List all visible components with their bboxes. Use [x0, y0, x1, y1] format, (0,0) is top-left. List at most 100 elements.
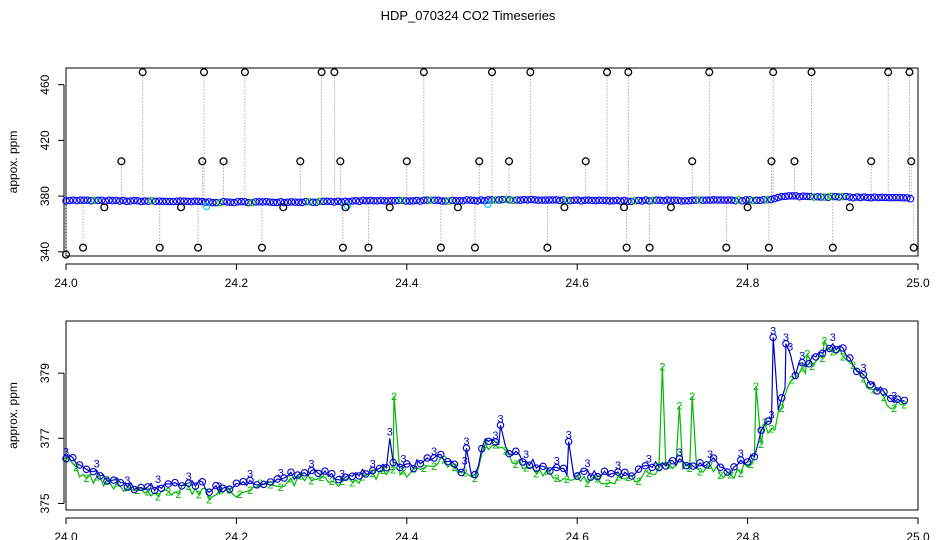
data-point: [581, 196, 589, 204]
series-2-marker: 2: [748, 459, 754, 471]
series-3-point: [478, 444, 486, 453]
data-point: [430, 196, 439, 205]
data-point: [133, 197, 142, 205]
data-point: [649, 196, 657, 205]
data-point: [87, 196, 95, 205]
data-point: [212, 198, 221, 207]
data-point: [402, 197, 410, 205]
data-point: [484, 196, 493, 204]
series-3-point: [627, 472, 636, 480]
x-tick-label: 24.2: [225, 530, 249, 540]
outlier-point: [402, 157, 411, 166]
series-2-marker: 2: [789, 375, 795, 387]
series-2-marker: 2: [605, 478, 611, 490]
series-2-marker: 2: [635, 476, 641, 488]
outlier-point: [338, 243, 347, 252]
data-point: [495, 196, 503, 204]
data-point: [556, 196, 564, 205]
series-3-point: [675, 455, 684, 463]
data-point: [588, 196, 596, 205]
y-tick-label: 379: [38, 363, 52, 383]
data-point: [241, 198, 249, 206]
data-point: [545, 196, 553, 204]
series-3-point: [191, 482, 200, 490]
series-3-line: [65, 337, 905, 495]
series-3-point: [403, 460, 411, 468]
outlier-point: [317, 68, 326, 77]
data-point: [695, 196, 704, 204]
data-point: [262, 197, 271, 206]
data-point: [842, 192, 850, 201]
series-2-marker: 2: [339, 476, 345, 488]
x-tick-label: 24.8: [736, 276, 760, 290]
series-3-point: [782, 340, 790, 348]
data-point: [491, 196, 500, 204]
series-3-point: [82, 465, 91, 474]
data-point: [656, 196, 664, 204]
data-point: [727, 196, 736, 204]
data-point: [688, 196, 696, 205]
data-point: [423, 196, 432, 204]
series-2-marker: 2: [247, 485, 253, 497]
data-point: [892, 193, 900, 202]
series-3-point: [280, 474, 288, 482]
data-point: [405, 197, 414, 205]
outlier-point: [705, 68, 714, 77]
data-point: [459, 196, 467, 205]
data-point: [330, 198, 339, 206]
data-point: [792, 192, 800, 200]
series-3-marker: 3: [186, 471, 192, 483]
series-2-marker: 2: [646, 468, 652, 480]
outlier-point: [487, 68, 497, 77]
series-3-point: [689, 462, 697, 470]
series-3-marker: 3: [860, 363, 866, 375]
series-3-point: [144, 483, 152, 491]
data-point: [663, 196, 671, 204]
series-3-point: [852, 367, 861, 376]
series-3-point: [239, 477, 247, 486]
outlier-point: [61, 250, 71, 259]
series-3-point: [512, 447, 520, 456]
series-3-point: [702, 461, 711, 469]
x-tick-label: 24.2: [225, 276, 249, 290]
outlier-point: [78, 243, 88, 252]
series-2-marker: 2: [390, 465, 396, 477]
data-point: [566, 196, 575, 205]
series-2-marker: 2: [431, 461, 437, 473]
data-point: [885, 193, 893, 202]
series-3-point: [655, 463, 663, 472]
data-point: [137, 197, 145, 206]
data-point: [434, 196, 442, 205]
series-3-marker: 3: [768, 410, 774, 422]
data-point: [541, 196, 550, 204]
series-2-marker: 2: [840, 352, 846, 364]
series-2-marker: 2: [227, 485, 233, 497]
series-2-marker: 2: [659, 362, 665, 374]
data-point: [162, 197, 170, 206]
data-point: [187, 197, 195, 206]
outlier-point: [867, 157, 876, 166]
data-point: [745, 196, 754, 204]
series-2-marker: 2: [298, 471, 304, 483]
data-point: [298, 198, 306, 207]
outlier-point: [764, 243, 773, 252]
data-point: [183, 197, 192, 206]
data-point: [72, 196, 81, 205]
data-point: [166, 197, 174, 206]
series-3-point: [518, 458, 527, 466]
data-point: [795, 193, 804, 201]
data-point: [881, 193, 890, 202]
data-point: [516, 196, 525, 204]
series-2-marker: 2: [411, 463, 417, 475]
data-point: [202, 202, 211, 211]
data-point: [377, 196, 385, 205]
data-point: [251, 198, 260, 206]
outlier-point: [645, 243, 654, 252]
series-2-marker: 2: [145, 486, 151, 498]
data-point: [69, 196, 77, 204]
data-point: [312, 198, 321, 206]
series-2-marker: 2: [206, 494, 212, 506]
series-3-point: [777, 394, 786, 402]
data-point: [552, 196, 560, 204]
data-point: [294, 198, 303, 206]
